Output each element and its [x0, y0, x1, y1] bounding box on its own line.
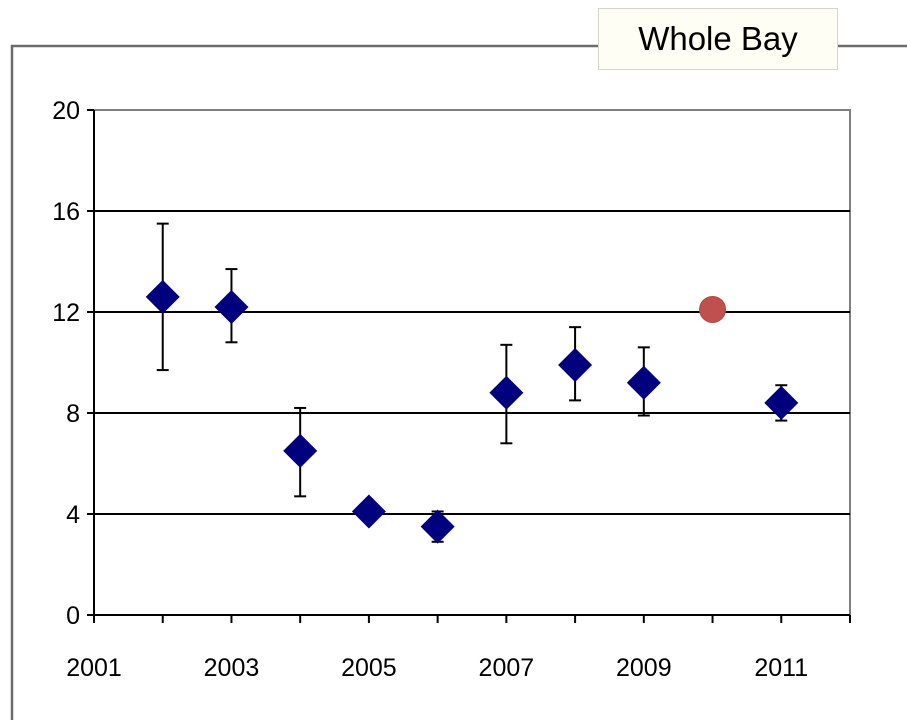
- axes: [87, 109, 851, 623]
- y-tick-label: 12: [52, 299, 80, 327]
- x-tick-label: 2003: [204, 654, 260, 682]
- x-tick-label: 2001: [66, 654, 122, 682]
- y-tick-label: 8: [66, 400, 80, 428]
- data-point-diamond: [145, 279, 180, 314]
- data-point-diamond: [420, 509, 455, 544]
- x-tick-label: 2005: [341, 654, 397, 682]
- data-point-diamond: [489, 375, 524, 410]
- frame-border-left-top: [10, 44, 598, 720]
- chart-title: Whole Bay: [638, 20, 798, 57]
- data-markers: [145, 279, 799, 544]
- tick-labels: 0 4 8 12 16 20 2001 2003 2005 2007 2009 2011: [52, 97, 808, 682]
- data-point-diamond: [214, 289, 249, 324]
- y-tick-label: 16: [52, 198, 80, 226]
- chart-title-box: Whole Bay: [598, 8, 838, 70]
- data-point-diamond: [351, 494, 386, 529]
- error-bars: [156, 222, 788, 543]
- data-point-diamond: [764, 385, 799, 420]
- plot-area: [93, 109, 851, 616]
- data-point-circle: [699, 295, 727, 323]
- data-point-diamond: [558, 348, 593, 383]
- x-tick-label: 2007: [479, 654, 535, 682]
- y-tick-label: 4: [66, 501, 80, 529]
- y-tick-label: 20: [52, 97, 80, 125]
- gridlines: [94, 210, 850, 515]
- data-point-diamond: [626, 365, 661, 400]
- chart-frame: [10, 44, 907, 720]
- data-point-diamond: [283, 433, 318, 468]
- x-tick-label: 2011: [754, 654, 808, 682]
- x-tick-label: 2009: [616, 654, 672, 682]
- y-tick-label: 0: [66, 602, 80, 630]
